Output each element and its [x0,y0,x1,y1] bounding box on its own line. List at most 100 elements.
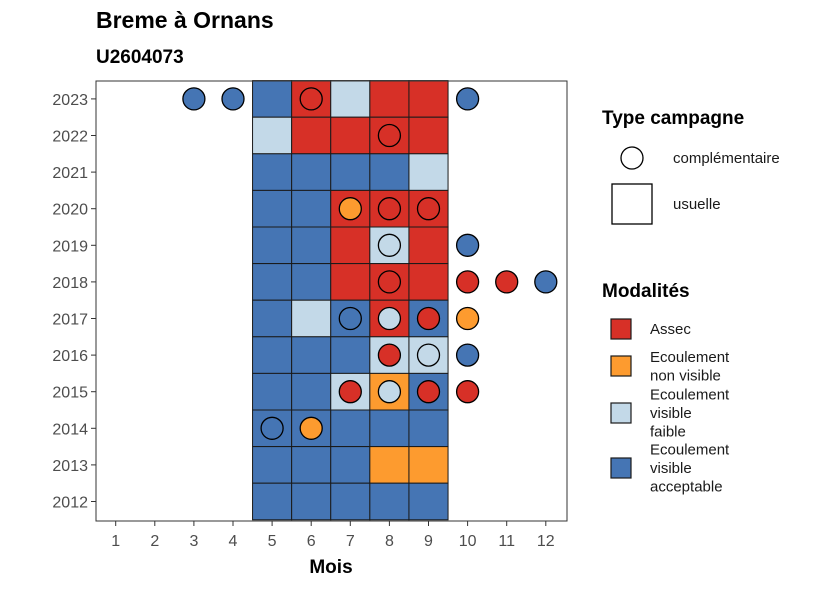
point-2017-7-ecoulement-visible-acceptable [338,306,362,331]
tile-2018-6-ecoulement-visible-acceptable [291,263,332,301]
tile-2019-7-assec [330,226,371,265]
y-tick-label-2020: 2020 [52,202,88,219]
point-2015-10-assec [455,380,480,404]
legend-key-ecoulement-visible-acceptable [610,457,632,479]
legend-type-campagne: Type campagne complémentaire usuelle [602,108,780,225]
tile-2022-6-assec [291,116,332,155]
legend-label-complementaire: complémentaire [673,150,780,167]
legend-label-ecoulement-visible-faible-line-2: visible [650,405,692,422]
tile-2023-8-assec [369,80,410,118]
legend-circle-key [620,146,644,170]
point-2017-9-assec [416,306,441,331]
panel-border [95,80,568,522]
tile-2014-7-ecoulement-visible-acceptable [330,409,371,448]
tile-2023-9-assec [408,80,449,118]
y-tick-label-2012: 2012 [52,495,88,512]
legend-key-assec [610,318,632,340]
tile-2013-9-ecoulement-non-visible [408,446,449,484]
legend-key-ecoulement-non-visible [610,355,632,377]
x-axis: 1 2 3 4 5 6 7 8 9 10 11 12 [111,521,555,550]
legend-label-ecoulement-visible-faible-line-1: Ecoulement [650,387,730,404]
tile-2018-5-ecoulement-visible-acceptable [252,263,293,301]
x-tick-label-1: 1 [111,533,120,550]
point-2019-8-ecoulement-visible-faible [377,233,402,257]
tile-2017-6-ecoulement-visible-faible [291,299,332,338]
point-2014-5-ecoulement-visible-acceptable [260,416,284,440]
tile-2012-8-ecoulement-visible-acceptable [369,482,410,521]
tile-2012-7-ecoulement-visible-acceptable [330,482,371,521]
tile-2021-8-ecoulement-visible-acceptable [369,153,410,191]
legend-label-ecoulement-visible-acceptable-line-1: Ecoulement [650,442,730,459]
x-tick-label-10: 10 [459,533,477,550]
tile-2023-7-ecoulement-visible-faible [330,80,371,118]
tile-2022-5-ecoulement-visible-faible [252,116,293,155]
x-tick-label-3: 3 [189,533,198,550]
tile-2021-5-ecoulement-visible-acceptable [252,153,293,191]
y-tick-label-2022: 2022 [52,129,88,146]
point-2017-8-ecoulement-visible-faible [377,306,402,331]
point-2023-3-ecoulement-visible-acceptable [182,87,206,111]
tile-2014-9-ecoulement-visible-acceptable [408,409,449,448]
x-axis-title: Mois [309,557,352,578]
point-2018-8-assec [377,270,402,294]
tile-2021-7-ecoulement-visible-acceptable [330,153,371,191]
legend-label-ecoulement-non-visible-line-2: non visible [650,367,721,384]
x-tick-label-2: 2 [150,533,159,550]
x-tick-label-9: 9 [424,533,433,550]
tile-2014-8-ecoulement-visible-acceptable [369,409,410,448]
tile-2020-6-ecoulement-visible-acceptable [291,189,332,228]
x-tick-label-11: 11 [498,533,515,550]
y-tick-label-2015: 2015 [52,385,88,402]
tile-2016-7-ecoulement-visible-acceptable [330,336,371,374]
y-tick-label-2017: 2017 [52,312,88,329]
point-2022-8-assec [377,123,402,148]
point-2018-11-assec [495,270,519,294]
x-tick-label-12: 12 [537,533,555,550]
tile-2019-5-ecoulement-visible-acceptable [252,226,293,265]
point-2016-8-assec [377,343,402,367]
chart-subtitle: U2604073 [96,47,184,68]
complementaire-circles [182,87,558,440]
legend-key-ecoulement-visible-faible [610,402,632,424]
tile-2012-5-ecoulement-visible-acceptable [252,482,293,521]
tile-2022-7-assec [330,116,371,155]
y-axis: 2012 2013 2014 2015 2016 2017 2018 2019 2020 2021… [52,92,96,512]
point-2017-10-ecoulement-non-visible [455,306,480,331]
y-tick-label-2023: 2023 [52,92,88,109]
legend-modalites-title: Modalités [602,281,690,302]
x-tick-label-4: 4 [229,533,238,550]
legend-label-assec-line-1: Assec [650,321,691,338]
x-tick-label-8: 8 [385,533,394,550]
y-tick-label-2018: 2018 [52,275,88,292]
point-2015-7-assec [338,380,362,404]
legend-label-usuelle: usuelle [673,196,721,213]
y-tick-label-2019: 2019 [52,238,88,255]
point-2023-6-assec [299,87,323,111]
legend-label-ecoulement-visible-acceptable-line-2: visible [650,460,692,477]
tile-2019-9-assec [408,226,449,265]
tile-2013-7-ecoulement-visible-acceptable [330,446,371,484]
point-2015-8-ecoulement-visible-faible [377,380,402,404]
point-2019-10-ecoulement-visible-acceptable [455,233,480,257]
y-tick-label-2014: 2014 [52,421,88,438]
usuelle-tiles [252,80,449,521]
tile-2020-5-ecoulement-visible-acceptable [252,189,293,228]
x-tick-label-6: 6 [307,533,316,550]
tile-2019-6-ecoulement-visible-acceptable [291,226,332,265]
point-2023-4-ecoulement-visible-acceptable [221,87,245,111]
point-2018-12-ecoulement-visible-acceptable [534,270,558,294]
tile-2018-9-assec [408,263,449,301]
point-2014-6-ecoulement-non-visible [299,416,323,440]
y-tick-label-2021: 2021 [52,165,88,182]
y-tick-label-2016: 2016 [52,348,88,365]
tile-2013-8-ecoulement-non-visible [369,446,410,484]
tile-2015-5-ecoulement-visible-acceptable [252,372,293,411]
point-2018-10-assec [455,270,480,294]
tile-2013-5-ecoulement-visible-acceptable [252,446,293,484]
point-2016-10-ecoulement-visible-acceptable [455,343,480,367]
tile-2021-6-ecoulement-visible-acceptable [291,153,332,191]
point-2020-7-ecoulement-non-visible [338,197,362,221]
x-tick-label-5: 5 [268,533,277,550]
tile-2012-9-ecoulement-visible-acceptable [408,482,449,521]
